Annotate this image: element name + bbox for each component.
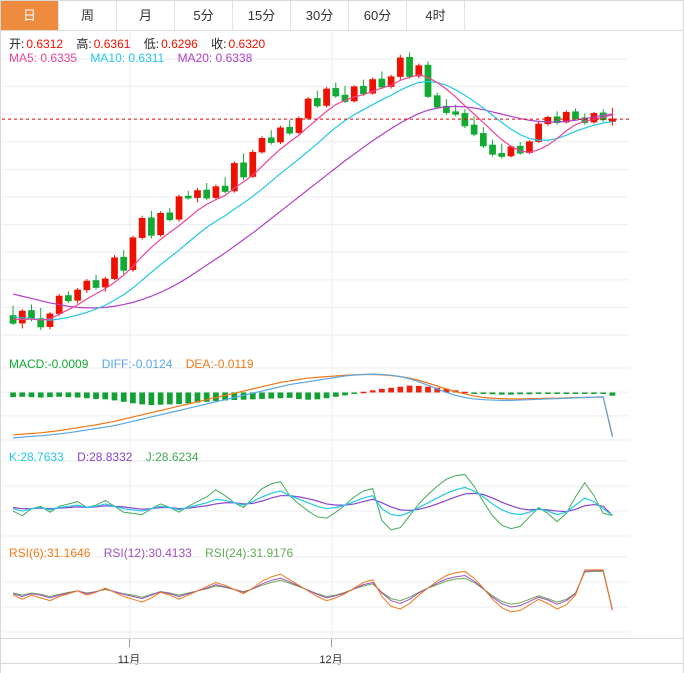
timeframe-tab-5[interactable]: 30分 — [291, 1, 349, 30]
price-axis: 0.65370.64380.63380.62390.61390.60400.59… — [0, 31, 1, 353]
date-axis-tick — [129, 639, 130, 647]
kdj-plot-area[interactable] — [2, 447, 629, 542]
macd-plot-area[interactable] — [2, 354, 629, 446]
rsi-plot-area[interactable] — [2, 543, 629, 638]
timeframe-tab-1[interactable]: 周 — [59, 1, 117, 30]
timeframe-tab-7[interactable]: 4时 — [407, 1, 465, 30]
date-axis-separator — [1, 663, 683, 664]
date-axis-tick — [331, 639, 332, 647]
price-plot-area[interactable] — [2, 31, 629, 353]
kdj-axis: 120.812778.440436.0680-6.3043 — [0, 447, 1, 542]
timeframe-tab-2[interactable]: 月 — [117, 1, 175, 30]
macd-axis: 0.00680.0001-0.0065-0.0132 — [0, 354, 1, 446]
rsi-axis: 106.488570.738334.9881-0.7621 — [0, 543, 1, 638]
timeframe-tab-bar: 日周月 5分 15分 30分 60分 4时 — [1, 1, 683, 31]
tab-bar-filler — [465, 1, 683, 30]
timeframe-tab-4[interactable]: 15分 — [233, 1, 291, 30]
date-axis-label: 12月 — [319, 654, 343, 666]
timeframe-tab-3[interactable]: 5分 — [175, 1, 233, 30]
date-axis: 11月 12月 — [1, 638, 683, 673]
date-axis-label: 11月 — [117, 654, 141, 666]
timeframe-tab-6[interactable]: 60分 — [349, 1, 407, 30]
timeframe-tab-0[interactable]: 日 — [1, 1, 59, 30]
